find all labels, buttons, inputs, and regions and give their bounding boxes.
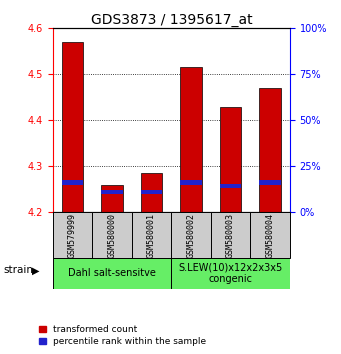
Bar xyxy=(141,190,162,194)
Bar xyxy=(180,181,202,184)
Bar xyxy=(180,68,202,212)
Text: GSM579999: GSM579999 xyxy=(68,213,77,258)
Bar xyxy=(171,258,290,289)
Bar xyxy=(62,181,84,184)
Bar xyxy=(141,173,162,212)
Text: GSM580000: GSM580000 xyxy=(108,213,117,258)
Text: GSM580004: GSM580004 xyxy=(266,213,275,258)
Bar xyxy=(101,185,123,212)
Title: GDS3873 / 1395617_at: GDS3873 / 1395617_at xyxy=(91,13,252,27)
Bar xyxy=(220,184,241,188)
Text: Dahl salt-sensitve: Dahl salt-sensitve xyxy=(68,268,156,279)
Bar xyxy=(220,107,241,212)
Bar xyxy=(259,181,281,184)
Bar xyxy=(92,212,132,258)
Legend: transformed count, percentile rank within the sample: transformed count, percentile rank withi… xyxy=(39,325,206,346)
Text: strain: strain xyxy=(3,266,33,275)
Text: GSM580003: GSM580003 xyxy=(226,213,235,258)
Bar xyxy=(250,212,290,258)
Bar xyxy=(211,212,250,258)
Bar xyxy=(132,212,171,258)
Bar xyxy=(259,88,281,212)
Text: GSM580002: GSM580002 xyxy=(187,213,196,258)
Bar xyxy=(53,258,171,289)
Text: S.LEW(10)x12x2x3x5
congenic: S.LEW(10)x12x2x3x5 congenic xyxy=(178,263,283,284)
Bar xyxy=(101,190,123,194)
Bar xyxy=(171,212,211,258)
Text: ▶: ▶ xyxy=(32,266,40,275)
Bar xyxy=(62,42,84,212)
Text: GSM580001: GSM580001 xyxy=(147,213,156,258)
Bar xyxy=(53,212,92,258)
